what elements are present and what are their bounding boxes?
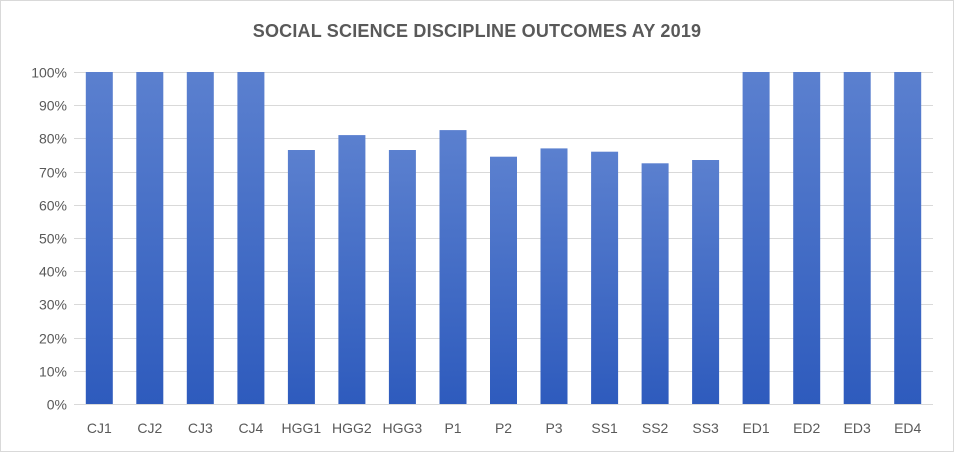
y-tick-label: 40% [39,264,67,280]
x-tick-label: P1 [444,420,461,436]
y-tick-label: 50% [39,231,67,247]
y-tick-label: 10% [39,364,67,380]
y-tick-label: 0% [47,397,67,413]
x-tick-label: P3 [545,420,562,436]
bar-p1 [439,130,467,404]
x-tick-label: CJ3 [188,420,213,436]
x-tick-label: P2 [495,420,512,436]
y-tick-label: 30% [39,297,67,313]
bar-p3 [540,148,568,404]
y-tick-label: 60% [39,198,67,214]
x-tick-label: ED2 [793,420,820,436]
y-tick-label: 90% [39,98,67,114]
x-tick-label: HGG2 [332,420,372,436]
bar-cj1 [85,72,113,404]
x-tick-label: SS2 [642,420,669,436]
x-tick-label: HGG1 [282,420,322,436]
x-tick-label: HGG3 [383,420,423,436]
bar-ss3 [692,160,720,404]
x-tick-label: SS1 [591,420,618,436]
x-tick-label: ED1 [742,420,769,436]
bar-ss1 [591,151,619,404]
x-tick-label: CJ4 [238,420,263,436]
bars [85,72,922,404]
chart-title: SOCIAL SCIENCE DISCIPLINE OUTCOMES AY 20… [252,21,702,41]
bar-ed4 [894,72,922,404]
bar-cj4 [237,72,265,404]
y-axis-tick-labels: 0% 10% 20% 30% 40% 50% 60% 70% 80% 90% 100% [31,65,67,413]
x-tick-label: CJ1 [87,420,112,436]
bar-cj2 [136,72,164,404]
x-tick-label: CJ2 [137,420,162,436]
bar-ed1 [742,72,770,404]
bar-hgg1 [287,150,315,404]
bar-ed2 [793,72,821,404]
bar-hgg2 [338,135,366,404]
bar-ed3 [843,72,871,404]
bar-cj3 [186,72,214,404]
y-tick-label: 80% [39,131,67,147]
bar-p2 [490,156,517,404]
y-tick-label: 100% [31,65,67,81]
y-tick-label: 70% [39,165,67,181]
x-tick-label: SS3 [692,420,719,436]
bar-hgg3 [388,150,416,404]
x-tick-label: ED4 [894,420,921,436]
x-axis-tick-labels: CJ1 CJ2 CJ3 CJ4 HGG1 HGG2 HGG3 P1 P2 P3 SS1 SS2 SS3 E… [87,420,922,436]
y-tick-label: 20% [39,331,67,347]
bar-ss2 [641,163,669,404]
x-tick-label: ED3 [844,420,871,436]
